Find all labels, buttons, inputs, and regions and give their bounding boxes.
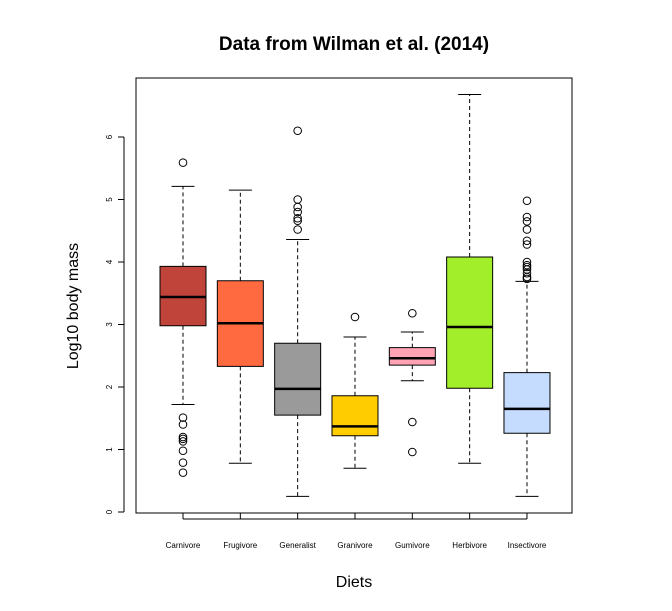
outlier-point	[178, 420, 188, 429]
iqr-box	[388, 347, 436, 366]
iqr-box	[503, 372, 551, 434]
outlier-point	[178, 437, 188, 446]
outlier-point	[178, 458, 188, 467]
outlier-point	[178, 158, 188, 167]
box-herbivore	[446, 94, 494, 464]
y-axis: 0 1 2 3 4 5 6	[105, 134, 125, 514]
plot-frame	[135, 77, 573, 514]
outlier-point	[178, 446, 188, 456]
x-tick-label: Generalist	[279, 541, 316, 550]
outlier-point	[178, 413, 188, 422]
y-axis-title: Log10 body mass	[65, 243, 82, 369]
outlier-point	[178, 432, 188, 442]
box-insectivore	[503, 196, 551, 497]
box-carnivore	[159, 158, 207, 477]
outlier-point	[408, 308, 417, 318]
outlier-point	[293, 225, 302, 234]
outlier-point	[522, 262, 532, 272]
x-tick-label: Insectivore	[508, 541, 547, 550]
y-tick-label: 0	[105, 509, 114, 514]
chart-title: Data from Wilman et al. (2014)	[219, 34, 489, 55]
outlier-point	[293, 207, 302, 217]
x-tick-label: Frugivore	[223, 541, 257, 550]
x-tick-label: Gumivore	[395, 541, 430, 550]
box-generalist	[274, 126, 322, 497]
outlier-point	[293, 195, 302, 204]
box-frugivore	[216, 189, 264, 464]
y-tick-label: 1	[105, 447, 114, 452]
outlier-point	[408, 417, 417, 427]
x-tick-label: Herbivore	[452, 541, 487, 550]
outlier-point	[522, 212, 532, 222]
boxes-group	[159, 94, 551, 497]
outlier-point	[350, 312, 360, 322]
y-tick-label: 4	[105, 259, 114, 264]
outlier-point	[178, 468, 188, 477]
outlier-point	[522, 236, 532, 246]
outlier-point	[522, 225, 532, 234]
outlier-point	[522, 196, 532, 206]
outlier-point	[178, 434, 188, 444]
outlier-point	[522, 268, 532, 278]
box-granivore	[331, 312, 379, 469]
x-axis-title: Diets	[336, 574, 372, 591]
outlier-point	[293, 216, 302, 226]
outlier-point	[522, 217, 532, 226]
iqr-box	[274, 342, 322, 416]
outlier-point	[293, 213, 302, 223]
outlier-point	[293, 202, 302, 212]
x-tick-label: Granivore	[337, 541, 373, 550]
iqr-box	[331, 395, 379, 437]
y-tick-label: 5	[105, 197, 114, 202]
outlier-point	[522, 274, 532, 284]
x-axis-labels: Carnivore Frugivore Generalist Granivore Gum…	[166, 513, 547, 550]
x-tick-label: Carnivore	[166, 541, 201, 550]
y-tick-label: 6	[105, 134, 114, 139]
outlier-point	[293, 126, 302, 136]
box-gumivore	[388, 308, 436, 457]
y-tick-label: 2	[105, 384, 114, 389]
outlier-point	[408, 447, 417, 457]
iqr-box	[446, 256, 494, 389]
y-tick-label: 3	[105, 322, 114, 327]
outlier-point	[522, 240, 532, 249]
